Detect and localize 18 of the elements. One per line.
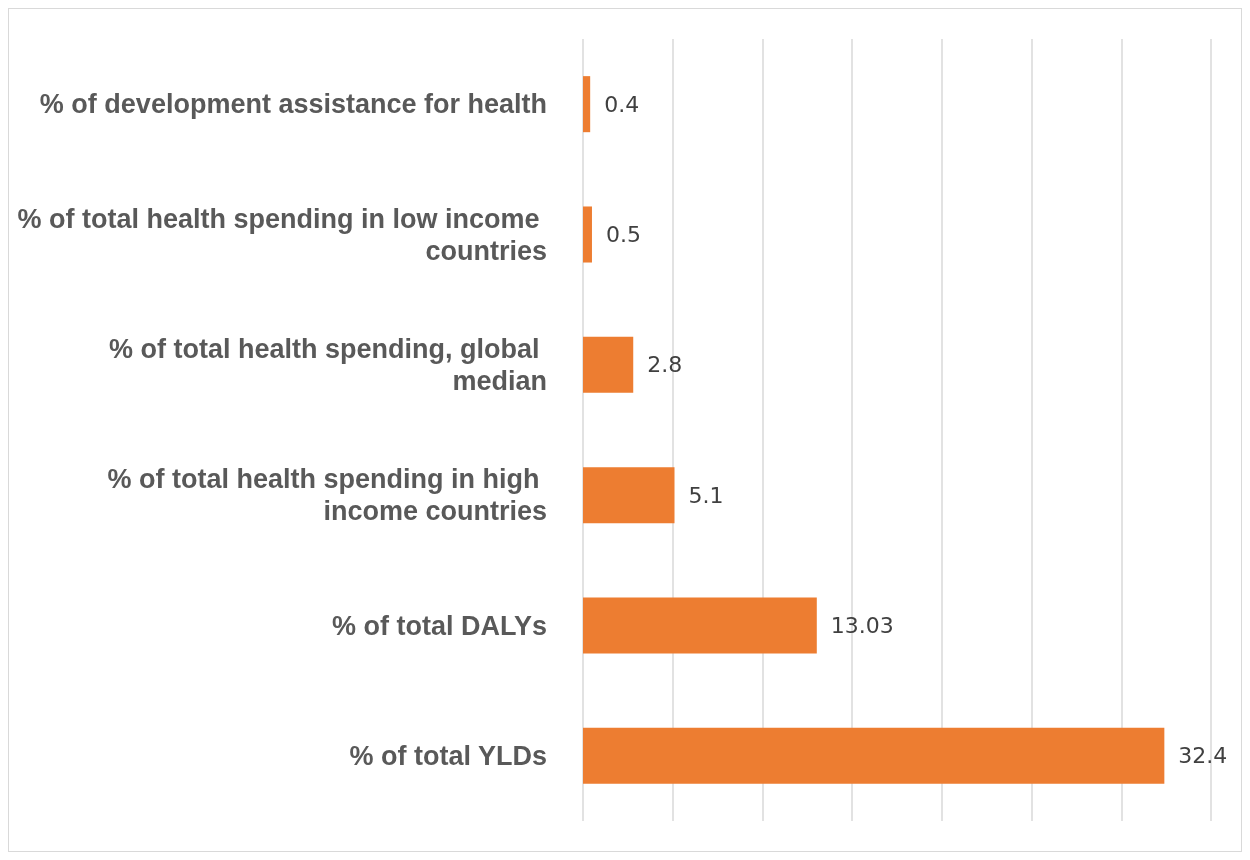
bar (583, 467, 675, 524)
y-tick-label: % of total DALYs (331, 610, 547, 641)
data-label: 13.03 (830, 613, 894, 638)
y-tick-label: % of development assistance for health (39, 89, 547, 120)
bar (583, 76, 591, 133)
y-tick-label: % of total health spending in high income countries (107, 464, 547, 527)
data-label: 2.8 (647, 352, 683, 378)
y-tick-label: % of total health spending in low income countries (17, 203, 547, 266)
bar (583, 727, 1165, 784)
data-label: 0.5 (605, 222, 641, 247)
data-label: 32.4 (1178, 743, 1228, 769)
y-tick-label: % of total health spending, global median (109, 333, 547, 396)
data-label: 5.1 (688, 482, 724, 508)
bar (583, 206, 592, 263)
y-tick-label: % of total YLDs (349, 740, 547, 771)
bar (583, 336, 634, 393)
bar (583, 597, 817, 654)
data-label: 0.4 (604, 91, 640, 117)
